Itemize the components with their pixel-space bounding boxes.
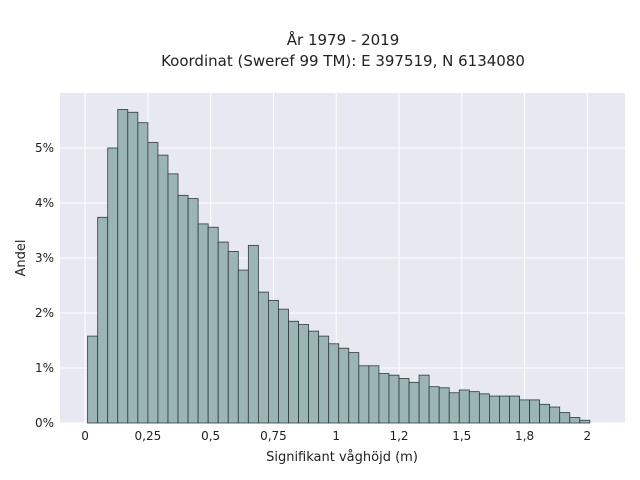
bars: [87, 109, 591, 424]
histogram-bar: [137, 122, 149, 424]
histogram-bar: [488, 395, 500, 424]
y-tick-label: 0%: [35, 416, 54, 430]
histogram-bar: [157, 154, 169, 424]
histogram-bar: [458, 389, 470, 424]
histogram-bar: [468, 391, 480, 424]
histogram-bar: [448, 392, 460, 424]
histogram-bar: [217, 241, 229, 424]
y-tick-label: 3%: [35, 251, 54, 265]
histogram-bar: [167, 173, 179, 424]
x-tick-label: 0,25: [135, 429, 162, 443]
histogram-bar: [569, 417, 581, 424]
histogram-bar: [298, 324, 309, 424]
histogram-bar: [338, 347, 350, 424]
y-ticks: 0% 1% 2% 3% 4% 5%: [35, 141, 54, 430]
histogram-bar: [418, 374, 430, 424]
x-tick-label: 2: [584, 429, 592, 443]
histogram-bar: [358, 365, 370, 424]
histogram-bar: [318, 335, 330, 424]
histogram-bar: [177, 194, 189, 424]
x-tick-label: 0,75: [260, 429, 287, 443]
chart-title-line1: År 1979 - 2019: [287, 30, 400, 49]
histogram-bar: [187, 198, 199, 424]
y-tick-label: 4%: [35, 196, 54, 210]
histogram-bar: [197, 223, 209, 424]
histogram-bar: [408, 381, 420, 424]
chart-title-line2: Koordinat (Sweref 99 TM): E 397519, N 61…: [161, 52, 525, 70]
x-tick-label: 1: [332, 429, 340, 443]
histogram-bar: [478, 393, 490, 424]
histogram-bar: [117, 109, 129, 424]
histogram-bar: [499, 395, 510, 424]
histogram-bar: [438, 387, 450, 424]
x-tick-label: 1,8: [515, 429, 534, 443]
histogram-bar: [127, 111, 139, 424]
histogram-bar: [579, 419, 591, 424]
histogram-bar: [247, 244, 259, 424]
histogram-bar: [227, 250, 239, 424]
histogram-bar: [509, 395, 520, 424]
histogram-bar: [539, 403, 551, 424]
x-tick-label: 0: [81, 429, 89, 443]
histogram-bar: [288, 320, 299, 424]
histogram-bar: [348, 352, 360, 424]
histogram-bar: [97, 216, 109, 424]
histogram-bar: [428, 386, 440, 424]
y-axis-label: Andel: [14, 240, 29, 277]
x-axis-label: Signifikant våghöjd (m): [266, 450, 418, 465]
y-tick-label: 2%: [35, 306, 54, 320]
histogram-bar: [328, 343, 340, 424]
histogram-bar: [368, 365, 380, 424]
histogram-bar: [107, 147, 119, 424]
histogram-bar: [147, 142, 159, 424]
x-tick-label: 1,5: [452, 429, 471, 443]
histogram-bar: [388, 374, 400, 424]
histogram-bar: [398, 378, 410, 424]
histogram-bar: [308, 330, 320, 424]
histogram-bar: [559, 412, 571, 424]
histogram-bar: [237, 269, 249, 424]
histogram-bar: [278, 308, 289, 424]
x-tick-label: 0,5: [201, 429, 220, 443]
histogram-bar: [87, 335, 99, 424]
histogram-bar: [257, 291, 269, 424]
histogram-bar: [529, 399, 541, 424]
histogram-bar: [207, 226, 219, 424]
y-tick-label: 5%: [35, 141, 54, 155]
x-ticks: 0 0,25 0,5 0,75 1 1,2 1,5 1,8 2: [81, 429, 591, 443]
histogram-bar: [268, 299, 279, 424]
histogram-bar: [519, 399, 530, 424]
histogram-bar: [378, 373, 390, 424]
x-tick-label: 1,2: [389, 429, 408, 443]
histogram-bar: [549, 406, 561, 424]
y-tick-label: 1%: [35, 361, 54, 375]
